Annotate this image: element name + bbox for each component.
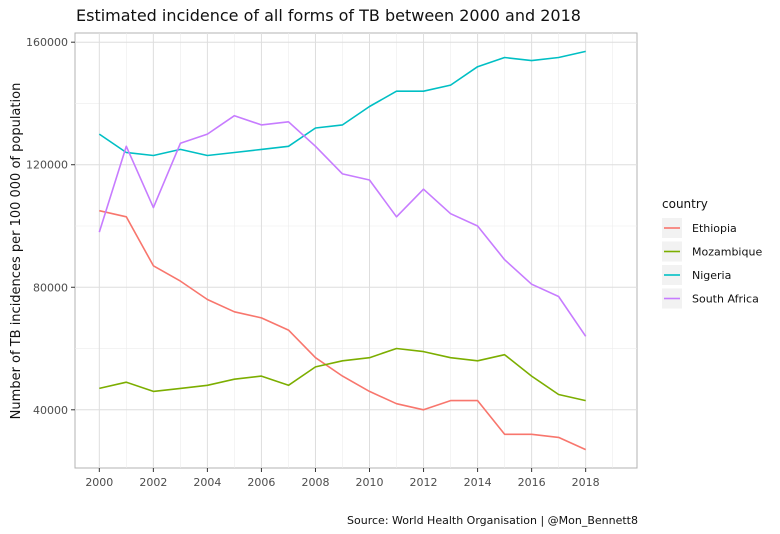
series-line-mozambique (99, 347, 586, 402)
y-tick-label: 160000 (26, 36, 68, 49)
x-tick-label: 2004 (193, 476, 221, 489)
plot-panel (74, 32, 638, 469)
x-tick-label: 2006 (247, 476, 275, 489)
chart-caption: Source: World Health Organisation | @Mon… (347, 514, 638, 527)
legend-label-ethiopia: Ethiopia (692, 222, 737, 235)
y-tick-label: 120000 (26, 159, 68, 172)
y-tick-label: 40000 (33, 404, 68, 417)
chart-title: Estimated incidence of all forms of TB b… (76, 6, 581, 25)
x-axis: 2000 2002 2004 2006 2008 2010 2012 2014 2016 2018 (85, 468, 600, 489)
legend-label-nigeria: Nigeria (692, 269, 731, 282)
x-tick-label: 2008 (301, 476, 329, 489)
y-axis-title: Number of TB incidences per 100 000 of p… (9, 83, 24, 420)
x-tick-label: 2016 (518, 476, 546, 489)
x-tick-label: 2000 (85, 476, 113, 489)
x-tick-label: 2010 (356, 476, 384, 489)
x-tick-label: 2018 (572, 476, 600, 489)
series-line-nigeria (98, 50, 586, 157)
series-lines (98, 50, 587, 451)
series-line-south-africa (98, 114, 587, 337)
y-axis: 40000 80000 120000 160000 (26, 36, 75, 417)
minor-grid (75, 33, 637, 468)
major-grid (75, 33, 637, 468)
legend: country Ethiopia Mozambique Nigeria South A… (662, 197, 762, 309)
legend-label-south-africa: South Africa (692, 293, 759, 306)
series-line-ethiopia (99, 209, 587, 451)
x-tick-label: 2014 (464, 476, 492, 489)
x-tick-label: 2002 (139, 476, 167, 489)
y-tick-label: 80000 (33, 281, 68, 294)
legend-label-mozambique: Mozambique (692, 246, 762, 259)
x-tick-label: 2012 (410, 476, 438, 489)
legend-title: country (662, 197, 708, 211)
